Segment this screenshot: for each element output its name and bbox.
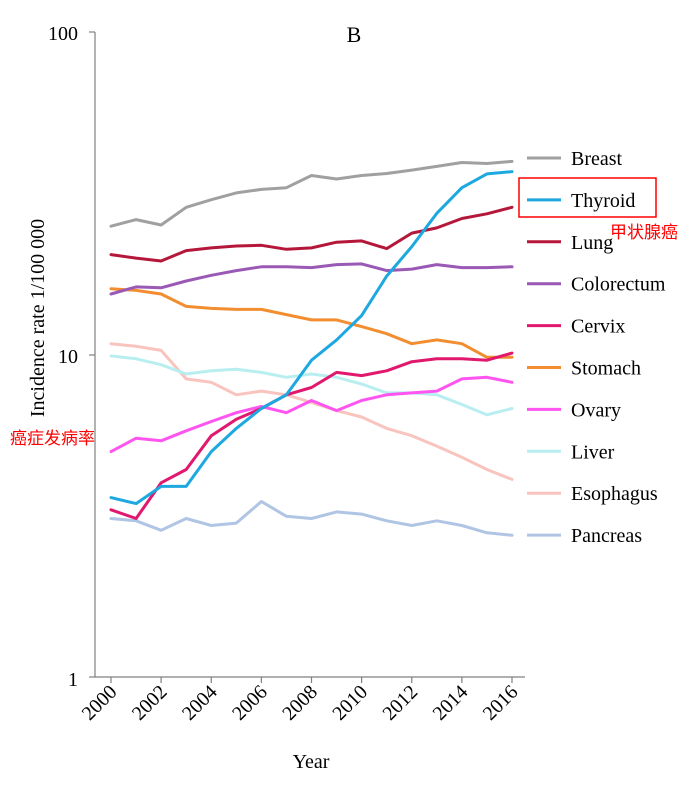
legend-label-cervix: Cervix — [571, 316, 625, 338]
series-line-liver — [109, 354, 514, 417]
x-tick-label-2014: 2014 — [429, 681, 473, 725]
legend-label-colorectum: Colorectum — [571, 274, 666, 296]
series-line-pancreas — [109, 500, 514, 537]
series-line-esophagus — [109, 342, 514, 481]
x-tick-label-2016: 2016 — [479, 681, 523, 725]
legend: Breast Thyroid Lung Colorectum Cervix Stomach… — [527, 148, 666, 547]
x-axis: 2000 2002 2004 2006 2008 2010 2012 2014 2016 — [78, 676, 525, 725]
x-tick-label-2000: 2000 — [78, 681, 122, 725]
x-tick-label-2006: 2006 — [228, 681, 272, 725]
y-tick-label-1: 1 — [68, 669, 78, 691]
legend-label-thyroid: Thyroid — [571, 190, 635, 212]
series-layer — [109, 159, 514, 537]
legend-label-esophagus: Esophagus — [571, 483, 658, 505]
series-line-stomach — [109, 287, 514, 359]
x-tick-label-2004: 2004 — [178, 681, 222, 725]
thyroid-highlight-box — [518, 177, 657, 218]
series-line-breast — [109, 159, 514, 228]
x-tick-label-2010: 2010 — [328, 681, 372, 725]
thyroid-annotation: 甲状腺癌 — [610, 223, 678, 243]
incidence-annotation: 癌症发病率 — [10, 429, 95, 449]
legend-label-breast: Breast — [571, 148, 623, 170]
legend-label-pancreas: Pancreas — [571, 525, 642, 547]
x-axis-label: Year — [293, 751, 330, 773]
x-tick-label-2012: 2012 — [378, 681, 422, 725]
y-axis-label: Incidence rate 1/100 000 — [27, 219, 49, 417]
y-tick-label-100: 100 — [48, 23, 78, 45]
series-line-cervix — [109, 351, 514, 520]
y-tick-label-10: 10 — [58, 346, 78, 368]
legend-label-liver: Liver — [571, 441, 615, 463]
chart-title: B — [347, 22, 362, 47]
series-line-lung — [109, 205, 514, 263]
series-line-colorectum — [109, 262, 514, 296]
x-tick-label-2002: 2002 — [128, 681, 172, 725]
legend-label-stomach: Stomach — [571, 358, 641, 380]
x-tick-label-2008: 2008 — [278, 681, 322, 725]
series-line-ovary — [109, 375, 514, 454]
legend-label-lung: Lung — [571, 232, 613, 254]
legend-label-ovary: Ovary — [571, 399, 621, 421]
y-axis: 100 10 1 — [48, 23, 96, 691]
series-line-thyroid — [109, 170, 514, 506]
